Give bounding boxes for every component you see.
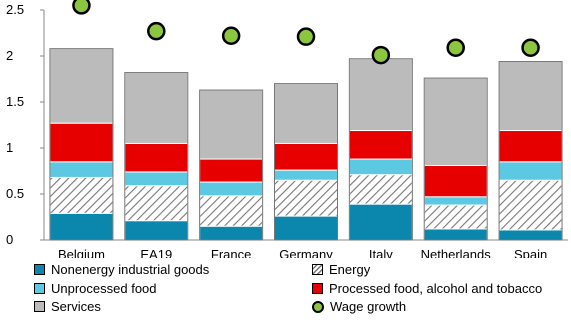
bar-segment-nonenergy-industrial-goods <box>49 212 114 241</box>
x-tick-label: Spain <box>514 247 547 258</box>
legend-label: Nonenergy industrial goods <box>51 262 210 277</box>
bar-segment-unprocessed-food <box>423 196 488 206</box>
y-tick-label: 2 <box>6 48 13 63</box>
bar-segment-unprocessed-food <box>348 158 413 176</box>
legend-swatch-icon <box>312 283 323 294</box>
bar-segment-energy <box>49 176 114 214</box>
wage-growth-marker <box>221 26 241 46</box>
stacked-bar-chart: 0 0.5 1 1.5 2 2.5 Belgium EA19 France Germany Ita… <box>6 0 568 258</box>
legend-item: Unprocessed food <box>34 281 157 296</box>
legend: Nonenergy industrial goods Energy Unproces… <box>0 262 571 335</box>
legend-swatch-icon <box>312 264 323 275</box>
bar-segment-unprocessed-food <box>49 161 114 178</box>
bar-segment-processed-food-alcohol-and-tobacco <box>498 130 563 163</box>
legend-label: Unprocessed food <box>51 281 157 296</box>
x-tick-label: Belgium <box>58 247 105 258</box>
x-tick-label: EA19 <box>140 247 172 258</box>
wage-growth-marker <box>296 27 316 46</box>
wage-growth-marker <box>72 0 91 15</box>
bar-segment-energy <box>348 174 413 205</box>
bar-segment-processed-food-alcohol-and-tobacco <box>423 164 488 198</box>
bar-segment-processed-food-alcohol-and-tobacco <box>124 142 189 173</box>
bar-segment-services <box>498 61 563 132</box>
legend-item: Services <box>34 299 101 314</box>
y-tick-label: 2.5 <box>6 2 24 17</box>
bar-segment-nonenergy-industrial-goods <box>423 228 488 241</box>
x-tick-label: France <box>211 247 251 258</box>
bar-segment-unprocessed-food <box>274 169 338 181</box>
y-tick-label: 1.5 <box>6 94 24 109</box>
legend-item: Nonenergy industrial goods <box>34 262 209 277</box>
x-tick-label: Italy <box>369 247 393 258</box>
bar-outline <box>274 83 338 241</box>
bar-segment-energy <box>498 179 563 231</box>
legend-swatch-icon <box>34 283 45 294</box>
bar-outline <box>199 89 264 241</box>
bar-segment-nonenergy-industrial-goods <box>498 229 563 241</box>
bar-outline <box>498 61 563 241</box>
bar-segment-services <box>49 48 114 124</box>
wage-growth-marker <box>371 45 391 65</box>
bar-segment-nonenergy-industrial-goods <box>199 225 264 241</box>
wage-growth-marker <box>147 21 166 41</box>
bar-segment-energy <box>274 179 338 217</box>
legend-swatch-icon <box>34 264 45 275</box>
legend-marker-icon <box>312 300 324 313</box>
wage-growth-marker <box>446 38 465 57</box>
y-tick-label: 0 <box>6 232 13 247</box>
bar-segment-nonenergy-industrial-goods <box>274 215 338 241</box>
legend-label: Wage growth <box>330 299 407 314</box>
bar-segment-services <box>348 58 413 132</box>
bar-segment-unprocessed-food <box>498 161 563 181</box>
legend-item: Wage growth <box>312 299 406 314</box>
bar-segment-services <box>423 77 488 166</box>
bar-segment-unprocessed-food <box>124 171 189 187</box>
x-tick-label: Netherlands <box>421 247 492 258</box>
bar-segment-energy <box>423 204 488 230</box>
bar-segment-nonenergy-industrial-goods <box>124 220 189 241</box>
x-tick-labels: Belgium EA19 France Germany Italy Netherlands… <box>58 247 547 258</box>
bar-outline <box>49 48 114 241</box>
bar-segment-energy <box>124 185 189 222</box>
y-tick-label: 1 <box>6 140 13 155</box>
legend-label: Energy <box>329 262 371 277</box>
bar-segment-energy <box>199 195 264 227</box>
bars <box>49 48 563 241</box>
legend-item: Processed food, alcohol and tobacco <box>312 281 542 296</box>
legend-label: Services <box>51 299 101 314</box>
wage-growth-marker <box>521 38 540 57</box>
y-tick-label: 0.5 <box>6 186 24 201</box>
bar-segment-services <box>274 83 338 144</box>
legend-label: Processed food, alcohol and tobacco <box>329 281 543 296</box>
wage-growth-markers <box>72 0 540 65</box>
bar-outline <box>124 72 189 241</box>
bar-segment-processed-food-alcohol-and-tobacco <box>348 130 413 160</box>
bar-segment-services <box>199 89 264 160</box>
legend-item: Energy <box>312 262 370 277</box>
x-tick-label: Germany <box>279 247 333 258</box>
bar-segment-services <box>124 72 189 144</box>
bar-segment-processed-food-alcohol-and-tobacco <box>199 158 264 183</box>
legend-swatch-icon <box>34 301 45 312</box>
bar-segment-processed-food-alcohol-and-tobacco <box>274 142 338 171</box>
bar-segment-unprocessed-food <box>199 181 264 197</box>
bar-outline <box>423 77 488 241</box>
bar-segment-nonenergy-industrial-goods <box>348 203 413 241</box>
bar-segment-processed-food-alcohol-and-tobacco <box>49 122 114 163</box>
